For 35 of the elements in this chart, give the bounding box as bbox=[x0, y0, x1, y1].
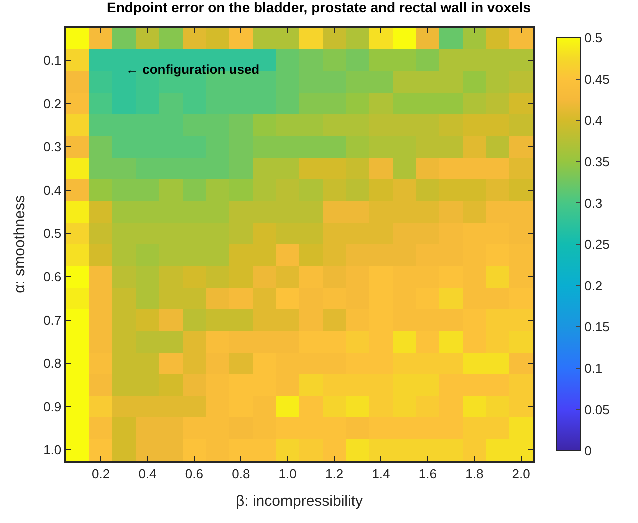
color-bar-label: 0.05 bbox=[584, 402, 610, 418]
color-bar-label: 0.4 bbox=[584, 113, 603, 128]
y-tick-label: 0.2 bbox=[44, 96, 62, 112]
color-bar-label: 0.1 bbox=[584, 360, 603, 376]
y-tick-label: 0.1 bbox=[44, 53, 62, 68]
color-bar-label: 0.3 bbox=[584, 196, 603, 211]
x-tick-label: 0.4 bbox=[138, 466, 157, 482]
x-tick-label: 1.4 bbox=[372, 466, 390, 482]
y-tick-label: 0.4 bbox=[44, 182, 62, 198]
y-tick-label: 0.5 bbox=[44, 226, 62, 242]
x-tick-label: 0.6 bbox=[185, 466, 204, 482]
annotation: ← configuration used bbox=[126, 62, 260, 77]
y-tick-label: 0.3 bbox=[44, 140, 62, 155]
x-tick-label: 1.0 bbox=[278, 466, 297, 482]
y-tick-label: 0.9 bbox=[44, 399, 62, 414]
color-bar-label: 0.5 bbox=[584, 30, 603, 46]
x-tick-label: 1.6 bbox=[418, 466, 437, 482]
x-tick-label: 1.8 bbox=[466, 466, 484, 482]
y-tick-label: 0.8 bbox=[44, 356, 62, 372]
x-tick-label: 0.8 bbox=[232, 466, 250, 482]
color-bar-label: 0.2 bbox=[584, 278, 603, 294]
color-bar-label: 0.35 bbox=[584, 154, 610, 170]
y-tick-label: 0.6 bbox=[44, 270, 62, 285]
x-tick-label: 0.2 bbox=[92, 466, 110, 482]
color-bar-label: 0.45 bbox=[584, 72, 610, 87]
color-bar-label: 0.15 bbox=[584, 320, 610, 335]
x-tick-label: 2.0 bbox=[512, 466, 530, 482]
x-axis-title: β: incompressibility bbox=[236, 492, 364, 510]
y-axis-title: α: smoothness bbox=[11, 196, 28, 294]
color-bar-label: 0 bbox=[584, 444, 592, 459]
y-tick-label: 1.0 bbox=[44, 442, 62, 458]
y-tick-label: 0.7 bbox=[44, 312, 62, 328]
x-tick-label: 1.2 bbox=[325, 466, 344, 482]
chart-title: Endpoint error on the bladder, prostate and rectal wall in voxels bbox=[107, 0, 532, 16]
color-bar-label: 0.25 bbox=[584, 237, 610, 252]
